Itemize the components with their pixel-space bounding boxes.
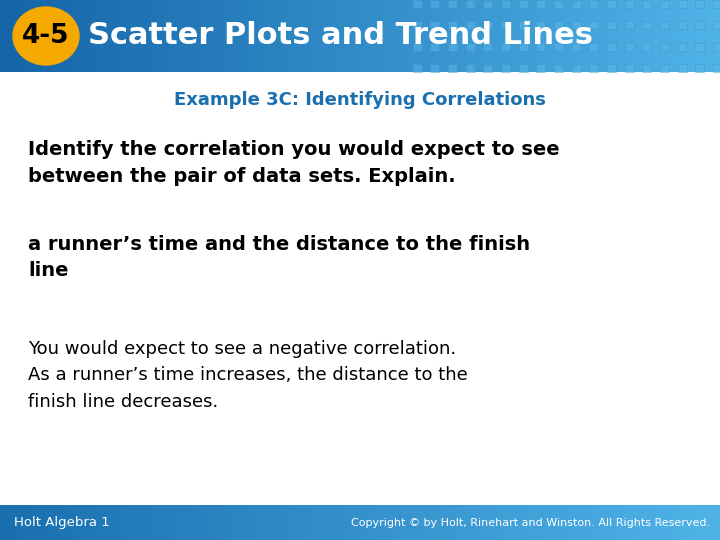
- Bar: [448, 64, 457, 72]
- Bar: [431, 43, 439, 51]
- Bar: [696, 43, 704, 51]
- Bar: [448, 43, 457, 51]
- Ellipse shape: [13, 7, 79, 65]
- Bar: [713, 0, 720, 8]
- Bar: [660, 64, 669, 72]
- Bar: [536, 22, 545, 29]
- Bar: [713, 43, 720, 51]
- Bar: [518, 43, 528, 51]
- Bar: [536, 43, 545, 51]
- Bar: [625, 22, 634, 29]
- Bar: [607, 43, 616, 51]
- Bar: [678, 22, 687, 29]
- Text: Copyright © by Holt, Rinehart and Winston. All Rights Reserved.: Copyright © by Holt, Rinehart and Winsto…: [351, 517, 710, 528]
- Bar: [642, 0, 652, 8]
- Bar: [413, 64, 422, 72]
- Bar: [607, 0, 616, 8]
- Bar: [483, 43, 492, 51]
- Bar: [483, 0, 492, 8]
- Bar: [696, 64, 704, 72]
- Bar: [518, 22, 528, 29]
- Bar: [572, 64, 580, 72]
- Bar: [448, 22, 457, 29]
- Bar: [431, 22, 439, 29]
- Text: Scatter Plots and Trend Lines: Scatter Plots and Trend Lines: [88, 22, 593, 51]
- Bar: [607, 64, 616, 72]
- Bar: [678, 0, 687, 8]
- Text: Example 3C: Identifying Correlations: Example 3C: Identifying Correlations: [174, 91, 546, 109]
- Bar: [413, 0, 422, 8]
- Bar: [625, 64, 634, 72]
- Text: 4-5: 4-5: [22, 23, 70, 49]
- Bar: [660, 22, 669, 29]
- Bar: [625, 43, 634, 51]
- Bar: [696, 0, 704, 8]
- Bar: [431, 64, 439, 72]
- Bar: [554, 43, 563, 51]
- Bar: [572, 22, 580, 29]
- Bar: [501, 0, 510, 8]
- Bar: [554, 22, 563, 29]
- Bar: [466, 43, 474, 51]
- Bar: [536, 0, 545, 8]
- Bar: [466, 64, 474, 72]
- Bar: [678, 43, 687, 51]
- Bar: [572, 43, 580, 51]
- Bar: [625, 0, 634, 8]
- Bar: [642, 43, 652, 51]
- Bar: [572, 0, 580, 8]
- Bar: [483, 64, 492, 72]
- Bar: [466, 0, 474, 8]
- Bar: [696, 22, 704, 29]
- Bar: [713, 64, 720, 72]
- Bar: [413, 22, 422, 29]
- Bar: [589, 0, 598, 8]
- Bar: [678, 64, 687, 72]
- Bar: [501, 43, 510, 51]
- Text: You would expect to see a negative correlation.
As a runner’s time increases, th: You would expect to see a negative corre…: [28, 340, 468, 411]
- Bar: [483, 22, 492, 29]
- Bar: [660, 0, 669, 8]
- Bar: [0, 0, 720, 72]
- Bar: [518, 64, 528, 72]
- Bar: [501, 64, 510, 72]
- Bar: [642, 22, 652, 29]
- Bar: [660, 43, 669, 51]
- Bar: [501, 22, 510, 29]
- Bar: [448, 0, 457, 8]
- Bar: [589, 22, 598, 29]
- Text: Holt Algebra 1: Holt Algebra 1: [14, 516, 109, 529]
- Bar: [607, 22, 616, 29]
- Bar: [431, 0, 439, 8]
- Bar: [713, 22, 720, 29]
- Bar: [466, 22, 474, 29]
- Text: a runner’s time and the distance to the finish
line: a runner’s time and the distance to the …: [28, 235, 530, 280]
- Bar: [413, 43, 422, 51]
- Bar: [536, 64, 545, 72]
- Bar: [554, 64, 563, 72]
- Bar: [589, 43, 598, 51]
- Bar: [589, 64, 598, 72]
- Bar: [554, 0, 563, 8]
- Bar: [642, 64, 652, 72]
- Bar: [518, 0, 528, 8]
- Text: Identify the correlation you would expect to see
between the pair of data sets. : Identify the correlation you would expec…: [28, 140, 559, 186]
